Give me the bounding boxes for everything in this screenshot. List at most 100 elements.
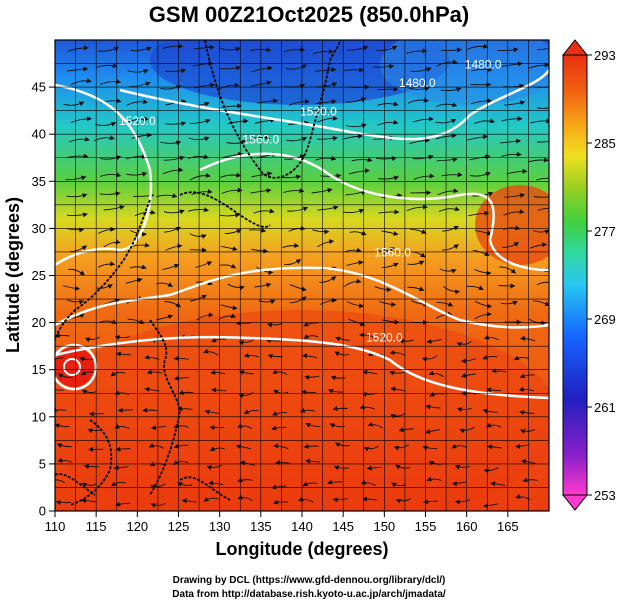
streamline — [243, 409, 259, 415]
streamline — [238, 339, 254, 346]
streamline — [483, 503, 499, 509]
streamline — [312, 229, 330, 235]
streamline — [527, 157, 549, 163]
streamline — [536, 279, 549, 286]
streamline — [57, 373, 73, 379]
streamline — [146, 369, 162, 375]
streamline — [346, 301, 365, 309]
streamline — [115, 351, 131, 357]
streamline — [110, 371, 126, 377]
streamline — [520, 429, 536, 434]
streamline — [520, 458, 536, 465]
streamline — [504, 100, 526, 106]
streamline — [275, 460, 291, 466]
streamline — [100, 78, 122, 85]
streamline — [442, 244, 459, 251]
streamline — [103, 239, 121, 248]
streamline — [467, 43, 489, 50]
streamline — [203, 496, 219, 502]
streamline — [504, 193, 526, 199]
streamline — [407, 97, 429, 104]
y-tick-label: 35 — [32, 174, 46, 189]
streamline — [460, 373, 476, 378]
streamline — [497, 47, 519, 53]
streamline — [256, 266, 274, 276]
streamline — [395, 464, 411, 470]
colorbar-gradient — [562, 54, 588, 496]
streamline — [189, 118, 211, 124]
streamline — [67, 66, 89, 72]
streamline — [258, 299, 276, 305]
streamline — [315, 99, 337, 105]
x-tick-label: 145 — [332, 519, 354, 534]
streamline — [129, 230, 148, 237]
streamline — [316, 82, 338, 88]
lat-lon-grid — [55, 40, 549, 511]
x-tick-label: 115 — [86, 519, 107, 534]
streamline — [393, 444, 410, 451]
streamline — [395, 498, 411, 504]
streamline — [500, 151, 522, 157]
streamline — [113, 465, 129, 471]
streamline — [528, 62, 549, 69]
streamline — [327, 388, 343, 394]
streamline — [55, 500, 71, 506]
streamline — [150, 502, 166, 508]
streamline — [436, 157, 458, 163]
colorbar-ticks: 293 285 277 269 261 253 — [587, 48, 616, 503]
streamline — [332, 497, 348, 503]
streamline — [189, 247, 207, 253]
streamline — [334, 442, 350, 448]
streamline — [378, 209, 400, 215]
streamline — [156, 314, 174, 321]
streamline — [237, 494, 253, 502]
streamline — [243, 352, 259, 358]
streamline — [451, 443, 467, 449]
streamline — [250, 188, 272, 194]
streamline — [513, 355, 529, 361]
x-tick-label: 150 — [373, 519, 395, 534]
streamline — [502, 241, 520, 248]
streamline — [132, 242, 150, 248]
chart-title: GSM 00Z21Oct2025 (850.0hPa) — [149, 2, 469, 27]
streamline — [468, 210, 490, 217]
streamline — [451, 481, 467, 487]
x-tick-label: 135 — [250, 519, 272, 534]
streamline — [218, 313, 237, 320]
streamline — [81, 482, 97, 488]
streamline — [271, 425, 287, 431]
streamline — [98, 226, 116, 234]
streamline — [344, 247, 362, 253]
streamline — [251, 171, 273, 178]
streamline — [173, 443, 189, 449]
streamline — [359, 332, 375, 338]
streamline — [134, 209, 156, 217]
streamline — [486, 387, 502, 393]
credit-drawing: Drawing by DCL (https://www.gfd-dennou.o… — [173, 575, 446, 586]
streamline — [162, 264, 180, 271]
streamline — [315, 67, 337, 73]
streamline — [55, 357, 64, 360]
streamline — [441, 225, 459, 232]
streamline — [506, 168, 528, 175]
streamline — [100, 155, 122, 161]
streamline — [361, 496, 377, 502]
streamline — [474, 311, 492, 320]
streamline — [408, 86, 430, 92]
streamline — [334, 351, 350, 357]
streamline — [382, 319, 400, 325]
streamline — [381, 230, 399, 236]
y-tick-label: 20 — [32, 315, 46, 330]
streamline — [532, 229, 549, 235]
streamline — [412, 155, 434, 160]
streamline — [239, 460, 255, 466]
streamline — [211, 387, 227, 393]
streamline — [67, 153, 89, 159]
streamline — [165, 121, 187, 127]
streamline — [537, 207, 549, 211]
contour-label: 1520.0 — [300, 104, 337, 118]
streamline — [203, 348, 219, 356]
x-tick-label: 130 — [209, 519, 231, 534]
contour-label: 1480.0 — [399, 76, 436, 90]
streamline — [80, 497, 96, 503]
